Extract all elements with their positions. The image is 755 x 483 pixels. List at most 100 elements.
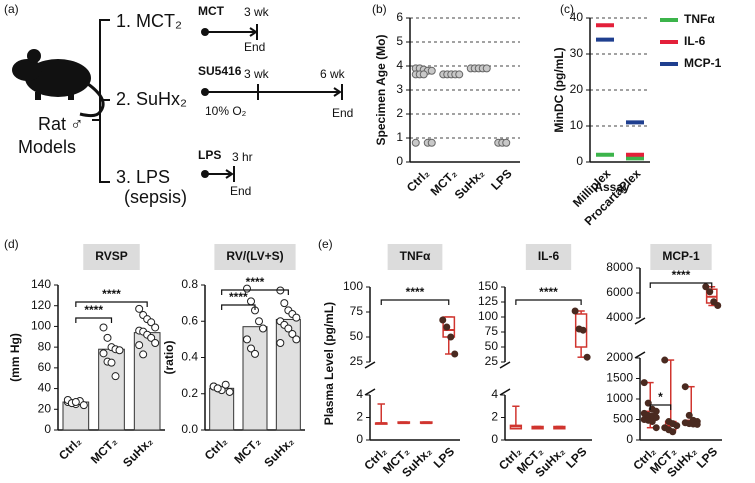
agent: SU5416 <box>198 64 242 78</box>
y-tick-label: 100 <box>478 309 498 323</box>
significance-label: **** <box>84 303 103 317</box>
axis-break <box>634 351 646 359</box>
chart-title: IL-6 <box>538 249 560 263</box>
end-label: End <box>244 40 265 54</box>
y-tick-label: 0.2 <box>181 386 198 400</box>
data-point <box>571 307 579 315</box>
time-label: 3 wk <box>244 5 270 19</box>
legend-label: MCP-1 <box>684 56 722 70</box>
data-point <box>681 383 689 391</box>
title-box <box>83 244 140 270</box>
data-point <box>447 333 455 341</box>
data-point <box>259 324 267 333</box>
data-point <box>284 324 293 333</box>
significance-label: **** <box>672 268 691 282</box>
panel-label: (e) <box>318 237 333 251</box>
rat-label: Rat <box>38 114 66 134</box>
data-point <box>443 323 451 331</box>
y-tick-label: 50 <box>485 339 499 353</box>
y-tick-label: 5 <box>396 34 403 48</box>
data-point <box>147 318 156 327</box>
y-tick-label: 25 <box>350 354 364 368</box>
y-tick-label: 1000 <box>606 391 633 405</box>
y-tick-label: 0.8 <box>181 277 198 291</box>
y-tick-label: 2 <box>356 410 363 424</box>
oxygen-label: 10% O₂ <box>205 104 247 118</box>
time-label: 3 wk <box>244 67 270 81</box>
panel-label: (d) <box>4 237 19 251</box>
y-tick-label: 20 <box>38 401 52 415</box>
y-tick-label: 2 <box>396 106 403 120</box>
x-tick-label: LPS <box>431 444 457 470</box>
y-tick-label: 2 <box>491 410 498 424</box>
model-title: 1. MCT₂ <box>116 11 182 31</box>
x-tick-label: Ctrl₂ <box>56 434 84 462</box>
timeline <box>205 24 258 40</box>
data-point <box>99 323 108 332</box>
x-tick-label: SuHx₂ <box>261 434 296 469</box>
data-point <box>147 333 156 342</box>
data-point <box>702 283 710 291</box>
y-tick-label: 0 <box>396 154 403 168</box>
end-label: End <box>332 106 353 120</box>
data-point <box>640 379 648 387</box>
model-title: 2. SuHx₂ <box>116 89 187 109</box>
data-point <box>243 335 251 344</box>
significance-bracket <box>75 301 148 307</box>
data-point <box>99 349 108 358</box>
y-tick-label: 0 <box>491 432 498 446</box>
chart-title: MCP-1 <box>662 249 700 263</box>
data-point <box>79 401 88 410</box>
y-tick-label: 0 <box>356 432 363 446</box>
significance-label: * <box>658 390 663 404</box>
x-tick-label: LPS <box>488 166 514 192</box>
title-box <box>650 244 712 270</box>
significance-label: **** <box>246 275 265 289</box>
data-point <box>255 317 263 326</box>
y-axis-label: (mm Hg) <box>8 333 22 382</box>
data-point <box>135 304 144 313</box>
data-point <box>419 70 428 79</box>
significance-label: **** <box>406 285 425 299</box>
significance-label: **** <box>229 290 248 304</box>
data-point <box>292 335 301 344</box>
data-point <box>455 70 464 79</box>
y-tick-label: 75 <box>350 304 364 318</box>
x-tick-label: Ctrl₂ <box>404 166 432 194</box>
data-point <box>652 424 660 432</box>
y-tick-label: 100 <box>31 319 51 333</box>
agent: MCT <box>198 4 225 18</box>
chart-title: RVSP <box>95 249 127 263</box>
data-point <box>427 138 436 147</box>
time-label: 3 hr <box>232 150 253 164</box>
y-tick-label: 0 <box>626 432 633 446</box>
data-point <box>115 346 124 355</box>
axis-break <box>499 361 511 369</box>
significance-bracket <box>649 282 713 288</box>
data-point <box>451 350 459 358</box>
y-tick-label: 125 <box>478 294 498 308</box>
data-point <box>151 323 160 332</box>
y-axis-label: (ratio) <box>162 341 176 375</box>
data-point <box>247 297 255 306</box>
data-point <box>579 326 587 334</box>
data-point <box>111 372 120 381</box>
data-point <box>247 344 255 353</box>
y-tick-label: 4 <box>356 387 363 401</box>
model-subtitle: (sepsis) <box>124 187 187 207</box>
y-tick-label: 40 <box>38 381 52 395</box>
data-point <box>502 138 511 147</box>
y-tick-label: 6 <box>396 10 403 24</box>
y-tick-label: 50 <box>350 329 364 343</box>
x-tick-label: MCT₂ <box>88 434 120 466</box>
chart-title: TNFα <box>400 249 431 263</box>
y-tick-label: 0.0 <box>181 422 198 436</box>
axis-break <box>634 317 646 325</box>
data-point <box>135 341 144 350</box>
data-point <box>482 64 491 73</box>
male-symbol: ♂ <box>70 114 84 134</box>
data-point <box>292 313 301 322</box>
significance-label: **** <box>539 285 558 299</box>
y-tick-label: 4000 <box>606 310 633 324</box>
data-point <box>669 428 677 436</box>
